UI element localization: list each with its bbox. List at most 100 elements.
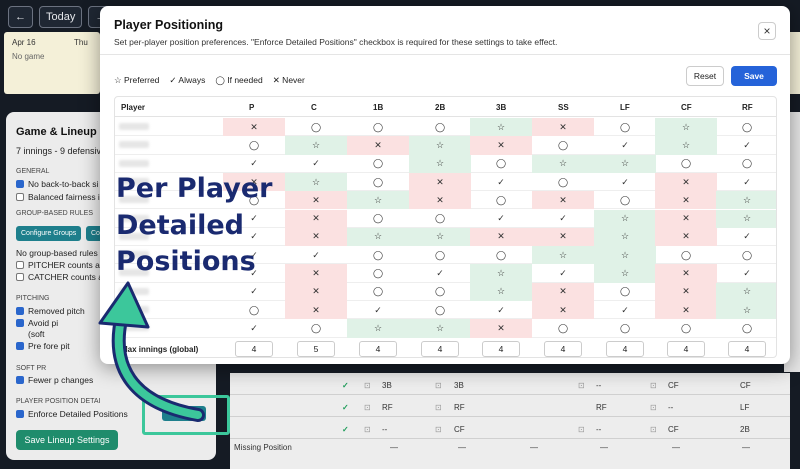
position-preference-cell[interactable]: ◯ xyxy=(741,121,753,132)
fewer-changes-option[interactable]: Fewer p changes xyxy=(16,375,93,385)
position-preference-cell[interactable]: ✓ xyxy=(250,231,258,242)
max-innings-input-p[interactable]: 4 xyxy=(235,341,273,357)
position-preference-cell[interactable]: ✓ xyxy=(312,249,320,260)
position-preference-cell[interactable]: ✕ xyxy=(409,172,471,192)
position-preference-cell[interactable]: ◯ xyxy=(372,286,384,297)
position-preference-cell[interactable]: ◯ xyxy=(310,322,322,333)
balanced-fairness-option[interactable]: Balanced fairness in xyxy=(16,192,105,202)
max-innings-input-ss[interactable]: 4 xyxy=(544,341,582,357)
position-preference-cell[interactable]: ✓ xyxy=(312,158,320,169)
position-preference-cell[interactable]: ◯ xyxy=(310,121,322,132)
position-preference-cell[interactable]: ☆ xyxy=(470,264,532,283)
position-preference-cell[interactable]: ✕ xyxy=(655,264,717,283)
today-button[interactable]: Today xyxy=(39,6,83,28)
position-preference-cell[interactable]: ◯ xyxy=(248,139,260,150)
position-preference-cell[interactable]: ◯ xyxy=(741,158,753,169)
position-preference-cell[interactable]: ☆ xyxy=(594,246,656,265)
position-preference-cell[interactable]: ✕ xyxy=(532,227,594,247)
checkbox[interactable] xyxy=(16,180,24,188)
max-innings-input-cf[interactable]: 4 xyxy=(667,341,705,357)
position-preference-cell[interactable]: ✓ xyxy=(250,158,258,169)
position-preference-cell[interactable]: ◯ xyxy=(372,213,384,224)
position-preference-cell[interactable]: ☆ xyxy=(532,246,594,265)
position-preference-cell[interactable]: ✓ xyxy=(743,139,751,150)
position-preference-cell[interactable]: ✓ xyxy=(743,268,751,279)
position-preference-cell[interactable]: ◯ xyxy=(557,176,569,187)
lock-icon[interactable]: ⊡ xyxy=(578,425,585,434)
position-preference-cell[interactable]: ✓ xyxy=(374,304,382,315)
prev-week-button[interactable]: ← xyxy=(8,6,33,28)
lock-icon[interactable]: ⊡ xyxy=(650,381,657,390)
position-preference-cell[interactable]: ☆ xyxy=(716,301,776,320)
position-preference-cell[interactable]: ✓ xyxy=(743,176,751,187)
position-preference-cell[interactable]: ☆ xyxy=(285,172,347,192)
position-preference-cell[interactable]: ✓ xyxy=(621,304,629,315)
position-preference-cell[interactable]: ◯ xyxy=(372,121,384,132)
position-preference-cell[interactable]: ☆ xyxy=(655,118,717,137)
checkbox[interactable] xyxy=(16,261,24,269)
position-preference-cell[interactable]: ◯ xyxy=(372,158,384,169)
position-preference-cell[interactable]: ☆ xyxy=(470,282,532,301)
calendar-day-card[interactable]: Apr 16 Thu No game xyxy=(4,32,100,94)
position-preference-cell[interactable]: ◯ xyxy=(619,121,631,132)
position-preference-cell[interactable]: ☆ xyxy=(347,319,409,338)
position-preference-cell[interactable]: ✕ xyxy=(470,136,532,155)
position-preference-cell[interactable]: ◯ xyxy=(372,176,384,187)
position-preference-cell[interactable]: ◯ xyxy=(495,249,507,260)
position-preference-cell[interactable]: ◯ xyxy=(434,249,446,260)
position-preference-cell[interactable]: ✕ xyxy=(285,282,347,301)
lock-icon[interactable]: ⊡ xyxy=(578,381,585,390)
position-preference-cell[interactable]: ✕ xyxy=(285,191,347,210)
save-button[interactable]: Save xyxy=(731,66,777,86)
position-preference-cell[interactable]: ◯ xyxy=(557,322,569,333)
position-preference-cell[interactable]: ☆ xyxy=(716,209,776,228)
position-preference-cell[interactable]: ✓ xyxy=(436,268,444,279)
position-preference-cell[interactable]: ✕ xyxy=(285,301,347,320)
max-innings-input-2b[interactable]: 4 xyxy=(421,341,459,357)
position-preference-cell[interactable]: ✓ xyxy=(497,176,505,187)
position-preference-cell[interactable]: ✕ xyxy=(285,209,347,228)
checkbox[interactable] xyxy=(16,376,24,384)
position-preference-cell[interactable]: ✕ xyxy=(655,227,717,247)
position-preference-cell[interactable]: ✕ xyxy=(532,282,594,301)
position-preference-cell[interactable]: ✓ xyxy=(250,268,258,279)
pitcher-counts-option[interactable]: PITCHER counts as xyxy=(16,260,104,270)
position-preference-cell[interactable]: ☆ xyxy=(594,227,656,247)
configure-groups-button[interactable]: Configure Groups xyxy=(16,226,82,241)
position-preference-cell[interactable]: ✓ xyxy=(250,213,258,224)
position-preference-cell[interactable]: ◯ xyxy=(680,322,692,333)
lock-icon[interactable]: ⊡ xyxy=(650,403,657,412)
position-preference-cell[interactable]: ☆ xyxy=(409,319,471,338)
max-innings-input-1b[interactable]: 4 xyxy=(359,341,397,357)
position-preference-cell[interactable]: ✓ xyxy=(621,176,629,187)
enforce-detailed-option[interactable]: Enforce Detailed Positions xyxy=(16,409,128,419)
checkbox[interactable] xyxy=(16,307,24,315)
checkbox[interactable] xyxy=(16,410,24,418)
position-preference-cell[interactable]: ◯ xyxy=(619,286,631,297)
position-preference-cell[interactable]: ✕ xyxy=(655,191,717,210)
position-preference-cell[interactable]: ☆ xyxy=(655,136,717,155)
position-preference-cell[interactable]: ◯ xyxy=(680,158,692,169)
position-preference-cell[interactable]: ◯ xyxy=(619,194,631,205)
position-preference-cell[interactable]: ☆ xyxy=(716,282,776,301)
reset-button[interactable]: Reset xyxy=(686,66,724,86)
position-preference-cell[interactable]: ✓ xyxy=(250,286,258,297)
position-preference-cell[interactable]: ✕ xyxy=(655,172,717,192)
position-preference-cell[interactable]: ◯ xyxy=(495,158,507,169)
lock-icon[interactable]: ⊡ xyxy=(435,381,442,390)
close-icon[interactable]: × xyxy=(758,22,776,40)
position-preference-cell[interactable]: ✕ xyxy=(655,301,717,320)
position-preference-cell[interactable]: ◯ xyxy=(434,304,446,315)
position-preference-cell[interactable]: ☆ xyxy=(409,227,471,247)
position-preference-cell[interactable]: ✓ xyxy=(497,213,505,224)
position-preference-cell[interactable]: ✕ xyxy=(532,301,594,320)
checkbox[interactable] xyxy=(16,273,24,281)
position-preference-cell[interactable]: ☆ xyxy=(716,191,776,210)
position-preference-cell[interactable]: ✕ xyxy=(532,118,594,137)
position-preference-cell[interactable]: ✓ xyxy=(497,304,505,315)
lock-icon[interactable]: ⊡ xyxy=(364,381,371,390)
prefer-before-option[interactable]: Pre fore pit xyxy=(16,341,70,351)
position-preference-cell[interactable]: ◯ xyxy=(248,304,260,315)
position-preference-cell[interactable]: ◯ xyxy=(434,213,446,224)
position-preference-cell[interactable]: ☆ xyxy=(594,154,656,173)
